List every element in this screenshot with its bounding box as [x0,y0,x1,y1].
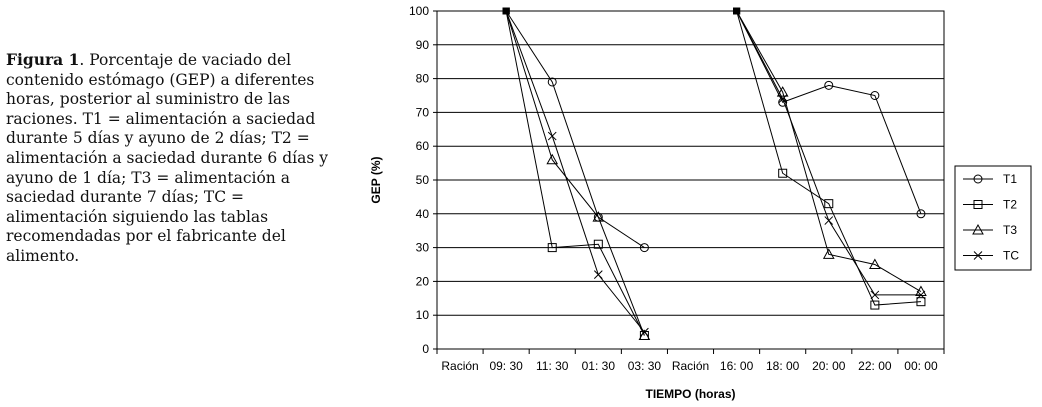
data-point [778,94,788,104]
y-tick-label: 20 [416,274,430,288]
data-point [733,7,741,15]
legend: T1 T2 T3 TC [954,165,1032,271]
y-tick-label: 80 [416,72,430,86]
x-tick-label: 22: 00 [858,359,892,373]
x-tick-label: 03: 30 [628,359,662,373]
grid-lines [437,44,944,316]
data-point [546,153,559,165]
data-point [916,290,926,300]
data-point [547,131,557,141]
legend-marker [973,200,983,209]
series-t1 [502,7,926,253]
y-tick-label: 90 [416,38,430,52]
y-tick-label: 0 [422,342,429,356]
series-line [505,10,645,333]
data-point [776,86,789,97]
data-point [822,248,835,259]
data-point [916,209,926,219]
data-point [824,216,834,225]
legend-label: TC [1003,249,1019,263]
x-tick-label: 11: 30 [536,359,569,373]
data-point [778,168,788,178]
series-line [736,10,921,306]
series-t3 [502,7,927,340]
y-tick-label: 70 [416,105,430,119]
data-point [824,199,834,209]
figure-caption: Figura 1. Porcentaje de vaciado del cont… [6,50,340,267]
x-tick-label: 20: 00 [812,359,846,373]
legend-box [954,165,1032,271]
data-point [870,91,880,100]
x-tick-label: 09: 30 [489,359,523,373]
series-line [736,10,921,296]
series-line [736,10,922,292]
series-line [736,10,922,214]
series-group [502,7,927,340]
data-point [639,243,649,253]
data-point [870,300,880,310]
legend-marker [973,251,983,260]
data-point [592,211,605,222]
data-point [640,327,649,337]
x-axis-title: TIEMPO (horas) [645,387,735,401]
y-tick-label: 40 [416,207,430,221]
data-point [547,77,557,87]
axis-ticks: 0 10 20 30 40 50 60 70 80 90 100 Ración 09: 30 11: 30… [409,4,945,373]
x-tick-label: 18: 00 [766,359,800,373]
series-line [505,10,645,336]
data-point [869,258,881,269]
series-line [505,10,645,336]
figure-caption-text: . Porcentaje de vaciado del contenido es… [6,51,328,265]
data-point [916,297,926,307]
x-tick-label: Ración [672,359,709,373]
series-line [505,10,645,249]
legend-label: T3 [1003,223,1017,237]
y-tick-label: 60 [416,139,430,153]
series-tc [502,7,926,337]
y-tick-label: 30 [416,241,430,255]
data-point [593,270,603,279]
y-tick-label: 100 [409,4,429,18]
legend-label: T2 [1003,198,1017,212]
x-tick-label: 01: 30 [582,359,616,373]
x-tick-label: 16: 00 [720,359,754,373]
data-point [593,239,603,249]
legend-label: T1 [1003,172,1017,186]
y-tick-label: 10 [416,308,430,322]
data-point [547,243,557,253]
data-point [502,7,510,15]
series-t2 [502,7,926,340]
x-tick-label: Ración [441,359,478,373]
data-point [824,80,834,90]
legend-marker [972,223,984,235]
x-tick-label: 00: 00 [904,359,938,373]
legend-marker [973,174,983,184]
figure-label: Figura 1 [6,50,80,69]
y-axis-title: GEP (%) [369,156,383,203]
data-point [870,290,880,300]
y-tick-label: 50 [416,173,430,187]
